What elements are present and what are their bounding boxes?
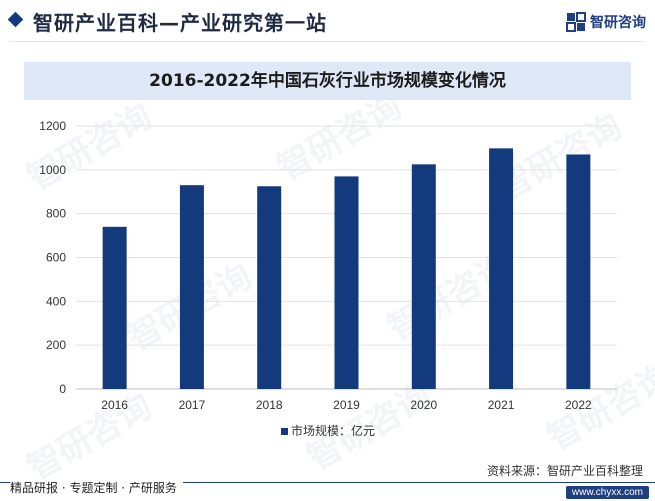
- page-header: 智研产业百科—产业研究第一站 智研咨询: [0, 0, 655, 44]
- bar-chart: 0 200 400 600 800 1000 1200 2016 2017 2018 2019 202…: [39, 119, 617, 438]
- footer-slogan: 精品研报 · 专题定制 · 产研服务: [10, 479, 183, 496]
- x-tick-label: 2017: [179, 398, 206, 412]
- bar: [489, 148, 514, 389]
- x-tick-label: 2016: [101, 398, 128, 412]
- source-note: 资料来源：智研产业百科整理: [486, 464, 643, 478]
- page-footer: 资料来源：智研产业百科整理 精品研报 · 专题定制 · 产研服务 www.chy…: [0, 462, 655, 501]
- brand[interactable]: 智研咨询: [566, 12, 646, 32]
- x-tick-label: 2021: [488, 398, 515, 412]
- y-tick-label: 400: [46, 294, 66, 308]
- chart-title-band: 2016-2022年中国石灰行业市场规模变化情况: [24, 62, 631, 100]
- legend-swatch: [281, 428, 288, 435]
- x-tick-label: 2019: [333, 398, 360, 412]
- legend-label: 市场规模：亿元: [291, 423, 375, 438]
- x-tick-label: 2018: [256, 398, 283, 412]
- y-tick-label: 200: [46, 338, 66, 352]
- footer-divider: [0, 482, 655, 483]
- x-tick-label: 2022: [565, 398, 592, 412]
- footer-url[interactable]: www.chyxx.com: [565, 486, 649, 499]
- y-tick-label: 1200: [39, 119, 66, 133]
- bar: [411, 164, 436, 389]
- x-tick-label: 2020: [410, 398, 437, 412]
- y-tick-label: 800: [46, 207, 66, 221]
- bar: [179, 185, 204, 389]
- bar: [566, 154, 591, 389]
- header-divider: [10, 41, 645, 42]
- y-tick-label: 1000: [39, 163, 66, 177]
- bar: [102, 226, 127, 389]
- y-tick-label: 600: [46, 251, 66, 265]
- brand-name: 智研咨询: [590, 15, 646, 31]
- bar: [257, 186, 282, 389]
- site-title: 智研产业百科—产业研究第一站: [33, 11, 327, 35]
- brand-logo-icon: [566, 12, 586, 32]
- bar: [334, 176, 359, 389]
- chart-title: 2016-2022年中国石灰行业市场规模变化情况: [149, 71, 506, 91]
- y-tick-label: 0: [59, 382, 66, 396]
